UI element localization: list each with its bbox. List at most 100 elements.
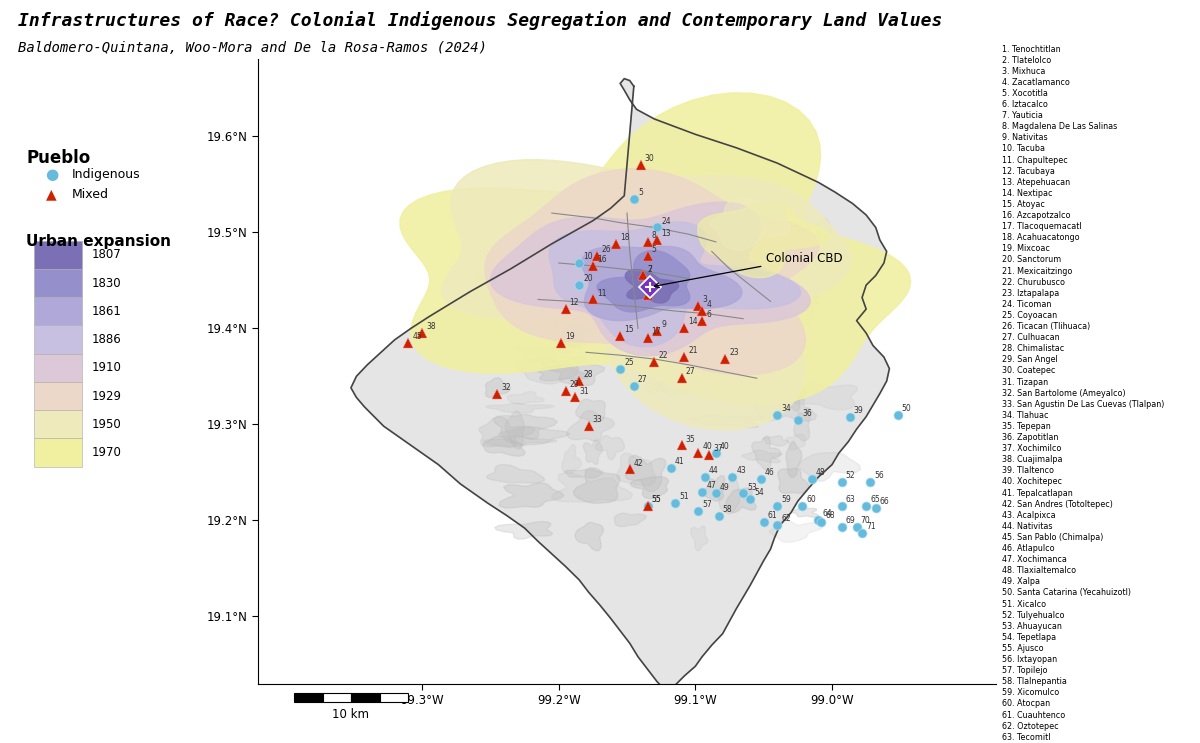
Polygon shape xyxy=(562,444,582,473)
Polygon shape xyxy=(778,468,809,493)
Polygon shape xyxy=(583,440,602,464)
Polygon shape xyxy=(400,93,911,404)
Text: 1807: 1807 xyxy=(91,248,121,262)
Text: 35: 35 xyxy=(685,435,696,444)
Polygon shape xyxy=(494,522,553,539)
Polygon shape xyxy=(625,455,666,492)
Text: 64: 64 xyxy=(822,510,832,519)
Text: 5: 5 xyxy=(652,245,656,254)
Polygon shape xyxy=(786,441,802,478)
Text: 27: 27 xyxy=(685,367,695,376)
Polygon shape xyxy=(582,247,742,320)
Text: 27: 27 xyxy=(638,375,648,384)
Polygon shape xyxy=(814,218,832,249)
Text: 62: 62 xyxy=(781,514,791,523)
Text: ▲: ▲ xyxy=(46,188,56,201)
Text: 48: 48 xyxy=(816,468,826,477)
Polygon shape xyxy=(691,526,708,551)
Text: 4: 4 xyxy=(707,300,712,309)
Polygon shape xyxy=(688,415,767,427)
Polygon shape xyxy=(576,399,605,422)
Text: 1929: 1929 xyxy=(91,389,121,403)
Polygon shape xyxy=(516,357,577,384)
Text: 15: 15 xyxy=(624,325,634,334)
Text: 7: 7 xyxy=(648,265,653,273)
Polygon shape xyxy=(484,437,557,447)
Text: 1886: 1886 xyxy=(91,333,121,346)
Polygon shape xyxy=(474,271,526,290)
Text: 59: 59 xyxy=(781,495,791,504)
Text: 56: 56 xyxy=(875,471,884,480)
Polygon shape xyxy=(614,513,646,527)
Text: 19: 19 xyxy=(565,332,575,341)
Text: Baldomero-Quintana, Woo-Mora and De la Rosa-Ramos (2024): Baldomero-Quintana, Woo-Mora and De la R… xyxy=(18,41,487,55)
Text: 70: 70 xyxy=(860,516,870,525)
Text: 34: 34 xyxy=(781,403,791,413)
Text: 24: 24 xyxy=(661,216,671,226)
Text: 10: 10 xyxy=(583,252,593,261)
Text: 16: 16 xyxy=(596,255,606,264)
Polygon shape xyxy=(682,280,740,305)
Text: 40: 40 xyxy=(720,442,730,451)
Polygon shape xyxy=(678,285,694,322)
Polygon shape xyxy=(630,279,696,308)
Text: 1830: 1830 xyxy=(91,276,121,290)
Text: Pueblo: Pueblo xyxy=(26,149,91,166)
Polygon shape xyxy=(763,436,788,447)
Polygon shape xyxy=(719,355,769,390)
Polygon shape xyxy=(574,467,620,503)
Polygon shape xyxy=(486,464,545,483)
Polygon shape xyxy=(656,233,697,272)
Polygon shape xyxy=(726,488,756,513)
Polygon shape xyxy=(485,251,505,271)
Text: 66: 66 xyxy=(880,497,889,506)
Polygon shape xyxy=(710,198,791,250)
Text: 38: 38 xyxy=(426,322,436,331)
Text: 26: 26 xyxy=(601,245,611,254)
Text: 17: 17 xyxy=(652,327,661,336)
Polygon shape xyxy=(486,377,510,398)
Polygon shape xyxy=(550,222,800,347)
Text: 25: 25 xyxy=(624,357,634,367)
Text: 51: 51 xyxy=(679,492,689,501)
Polygon shape xyxy=(697,203,830,278)
Polygon shape xyxy=(508,392,545,404)
Text: 63: 63 xyxy=(846,495,856,504)
Polygon shape xyxy=(596,236,646,262)
Text: 30: 30 xyxy=(644,154,654,163)
Text: 60: 60 xyxy=(806,495,816,504)
Text: 1861: 1861 xyxy=(91,305,121,318)
Text: 1: 1 xyxy=(652,284,656,293)
Text: 47: 47 xyxy=(707,481,716,490)
Text: 3: 3 xyxy=(702,295,707,305)
Polygon shape xyxy=(757,296,814,327)
Polygon shape xyxy=(719,479,740,513)
Polygon shape xyxy=(485,169,818,374)
Text: 49: 49 xyxy=(720,482,730,492)
Polygon shape xyxy=(726,386,802,406)
Text: 65: 65 xyxy=(870,495,880,504)
Polygon shape xyxy=(641,355,685,371)
Polygon shape xyxy=(793,408,811,441)
Text: 68: 68 xyxy=(826,511,835,520)
Text: 28: 28 xyxy=(583,370,593,379)
Polygon shape xyxy=(604,302,619,312)
Polygon shape xyxy=(786,434,805,450)
Text: 18: 18 xyxy=(620,233,630,242)
Text: 1950: 1950 xyxy=(91,418,121,431)
Text: 61: 61 xyxy=(768,511,778,520)
Text: 43: 43 xyxy=(737,466,746,476)
Polygon shape xyxy=(479,417,535,447)
Polygon shape xyxy=(809,276,839,291)
Text: 8: 8 xyxy=(652,231,656,240)
Text: Urban expansion: Urban expansion xyxy=(26,234,172,249)
Polygon shape xyxy=(701,342,739,380)
Polygon shape xyxy=(632,362,665,386)
Polygon shape xyxy=(769,520,824,542)
Text: 44: 44 xyxy=(709,466,719,476)
Polygon shape xyxy=(532,311,596,333)
Text: 57: 57 xyxy=(702,500,712,509)
Polygon shape xyxy=(538,365,589,381)
Text: 36: 36 xyxy=(802,409,811,418)
Text: 32: 32 xyxy=(502,383,511,392)
